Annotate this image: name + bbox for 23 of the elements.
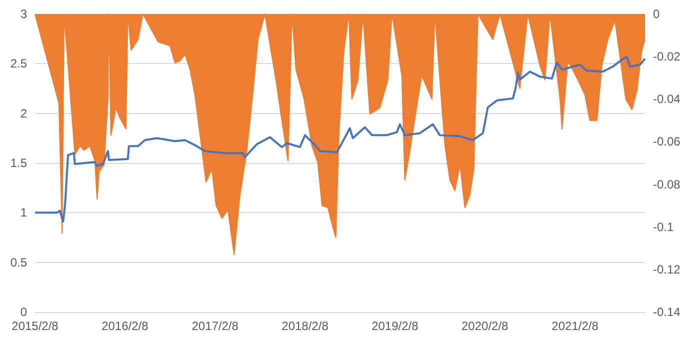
y2-tick-label: -0.1 xyxy=(653,220,674,234)
y2-tick-label: -0.02 xyxy=(653,50,681,64)
y-tick-label: 0.5 xyxy=(10,255,28,270)
y-tick-label: 2.5 xyxy=(10,56,28,71)
x-tick-label: 2021/2/8 xyxy=(552,319,599,333)
line-series xyxy=(34,56,646,223)
y-tick-label: 2 xyxy=(20,106,28,120)
x-tick-label: 2016/2/8 xyxy=(102,319,149,333)
x-tick-label: 2019/2/8 xyxy=(372,319,419,333)
y2-tick-label: -0.08 xyxy=(653,177,681,192)
y-tick-label: 1.5 xyxy=(10,156,28,170)
x-tick-label: 2017/2/8 xyxy=(192,319,239,333)
y-tick-label: 1 xyxy=(20,206,28,220)
y2-tick-label: -0.14 xyxy=(653,305,681,319)
x-tick-label: 2020/2/8 xyxy=(462,319,509,333)
y2-tick-label: -0.12 xyxy=(653,262,681,276)
y2-tick-label: -0.06 xyxy=(653,134,681,149)
y2-tick-label: -0.04 xyxy=(653,92,681,106)
x-tick-label: 2015/2/8 xyxy=(12,319,59,333)
y-tick-label: 3 xyxy=(20,7,28,21)
y-tick-label: 0 xyxy=(20,305,28,319)
y2-tick-label: 0 xyxy=(653,7,660,21)
x-tick-label: 2018/2/8 xyxy=(282,319,329,333)
